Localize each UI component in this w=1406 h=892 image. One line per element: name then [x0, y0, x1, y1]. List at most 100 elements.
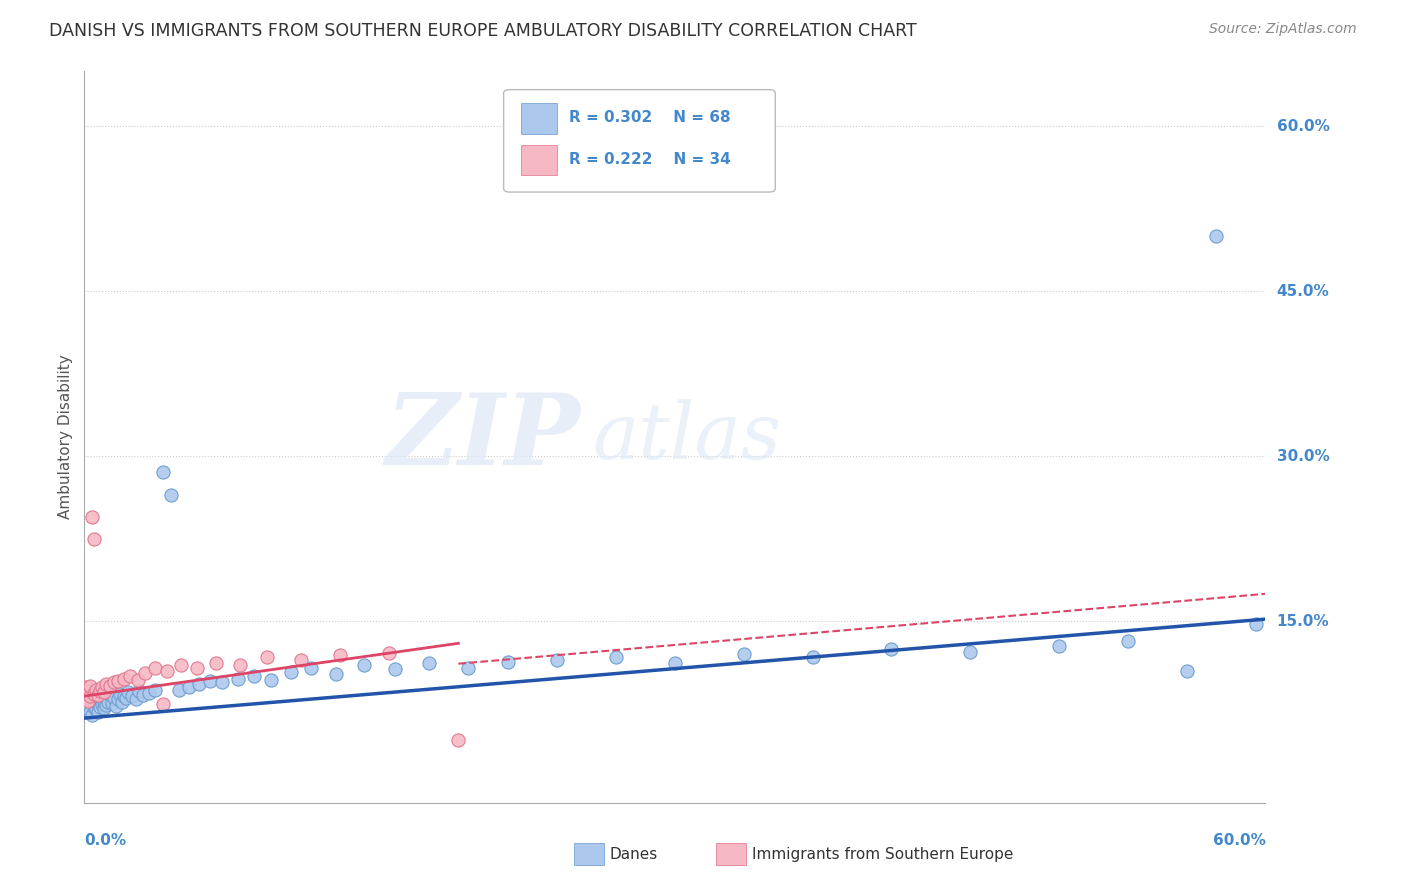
Point: [83, 686, 105, 700]
Point: [75, 697, 97, 711]
Point: [77, 689, 100, 703]
Point: [256, 649, 278, 664]
Point: [167, 682, 190, 697]
Point: [103, 674, 125, 689]
Point: [89, 683, 111, 698]
Point: [79, 693, 101, 707]
FancyBboxPatch shape: [716, 843, 745, 865]
Point: [546, 653, 568, 667]
Point: [103, 691, 125, 706]
Point: [128, 683, 150, 698]
Point: [1116, 634, 1139, 648]
Point: [156, 664, 179, 678]
Point: [77, 702, 100, 716]
Point: [112, 689, 135, 703]
Point: [89, 692, 111, 706]
Point: [447, 733, 470, 747]
Point: [959, 645, 981, 659]
Text: atlas: atlas: [592, 399, 780, 475]
Text: 30.0%: 30.0%: [1277, 449, 1329, 464]
Point: [77, 693, 100, 707]
Point: [84, 682, 107, 697]
Point: [325, 667, 347, 681]
Y-axis label: Ambulatory Disability: Ambulatory Disability: [58, 355, 73, 519]
Point: [121, 689, 143, 703]
Point: [378, 646, 401, 660]
Point: [138, 686, 160, 700]
Point: [108, 687, 131, 701]
Point: [664, 656, 686, 670]
Point: [82, 509, 104, 524]
Point: [89, 700, 111, 714]
Point: [84, 702, 107, 716]
Point: [152, 465, 174, 479]
Point: [1205, 229, 1227, 244]
FancyBboxPatch shape: [503, 90, 775, 192]
Point: [94, 690, 117, 705]
Text: R = 0.302    N = 68: R = 0.302 N = 68: [568, 110, 730, 125]
Point: [93, 701, 115, 715]
Point: [83, 700, 105, 714]
FancyBboxPatch shape: [522, 103, 557, 134]
Point: [801, 649, 824, 664]
Point: [101, 696, 124, 710]
Text: 60.0%: 60.0%: [1212, 833, 1265, 848]
Point: [91, 697, 114, 711]
Point: [77, 684, 100, 698]
Point: [160, 488, 183, 502]
Point: [134, 665, 156, 680]
Point: [87, 705, 110, 719]
Point: [87, 688, 110, 702]
Point: [83, 532, 105, 546]
Text: 0.0%: 0.0%: [84, 833, 127, 848]
Point: [242, 669, 264, 683]
Point: [82, 707, 104, 722]
Point: [79, 689, 101, 703]
Text: Immigrants from Southern Europe: Immigrants from Southern Europe: [752, 847, 1012, 862]
Point: [114, 691, 136, 706]
Point: [94, 698, 117, 712]
Point: [280, 665, 302, 679]
Point: [112, 672, 135, 686]
Point: [1244, 616, 1267, 631]
Point: [143, 682, 166, 697]
Point: [605, 649, 627, 664]
Point: [457, 660, 479, 674]
Point: [82, 691, 104, 706]
Point: [98, 679, 121, 693]
Point: [353, 658, 375, 673]
Point: [124, 692, 146, 706]
Point: [107, 692, 129, 706]
Point: [205, 656, 228, 670]
Point: [127, 673, 149, 687]
Point: [79, 705, 101, 719]
Point: [94, 677, 117, 691]
Point: [87, 688, 110, 702]
Point: [733, 648, 755, 662]
Text: Source: ZipAtlas.com: Source: ZipAtlas.com: [1209, 22, 1357, 37]
Point: [98, 688, 121, 702]
Point: [107, 673, 129, 688]
Point: [187, 677, 209, 691]
Point: [200, 673, 222, 688]
Point: [117, 684, 139, 698]
Point: [496, 655, 519, 669]
Point: [75, 681, 97, 695]
Point: [84, 695, 107, 709]
Point: [290, 653, 312, 667]
Point: [226, 672, 249, 686]
Point: [177, 681, 200, 695]
Point: [418, 656, 440, 670]
Point: [79, 679, 101, 693]
Point: [152, 697, 174, 711]
Point: [1175, 664, 1198, 678]
Point: [97, 695, 120, 709]
Point: [229, 658, 252, 673]
Point: [91, 689, 114, 703]
Point: [170, 658, 193, 673]
Text: ZIP: ZIP: [385, 389, 581, 485]
Point: [211, 674, 233, 689]
Point: [111, 695, 134, 709]
Point: [1047, 639, 1070, 653]
FancyBboxPatch shape: [522, 145, 557, 175]
